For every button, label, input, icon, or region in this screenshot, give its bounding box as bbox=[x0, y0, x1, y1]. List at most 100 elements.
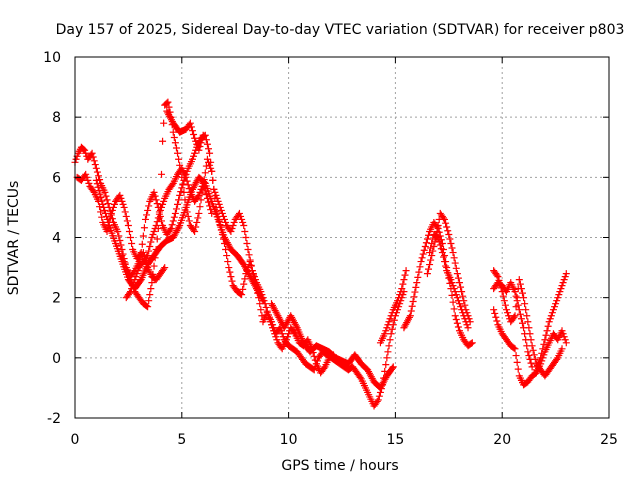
data-point bbox=[82, 149, 90, 157]
data-point bbox=[102, 192, 110, 200]
x-axis-ticks: 0 5 10 15 20 25 bbox=[71, 57, 618, 448]
data-point bbox=[150, 188, 158, 196]
data-point bbox=[152, 196, 160, 204]
data-point bbox=[418, 254, 426, 262]
data-point bbox=[159, 200, 167, 208]
data-point bbox=[121, 208, 129, 216]
data-point bbox=[394, 297, 402, 305]
data-point bbox=[229, 221, 237, 229]
data-point bbox=[156, 206, 164, 214]
data-point bbox=[172, 205, 180, 213]
data-point bbox=[416, 263, 424, 271]
data-point bbox=[453, 294, 461, 302]
data-point bbox=[530, 351, 538, 359]
data-point bbox=[434, 234, 442, 241]
data-point bbox=[526, 355, 534, 363]
data-point bbox=[202, 162, 210, 170]
data-point bbox=[515, 276, 523, 284]
data-point bbox=[182, 173, 190, 181]
data-point bbox=[356, 373, 364, 381]
data-point bbox=[375, 392, 383, 400]
data-point bbox=[268, 321, 276, 329]
data-point bbox=[271, 330, 279, 338]
data-point bbox=[532, 366, 540, 374]
data-point bbox=[119, 255, 127, 263]
data-points bbox=[71, 98, 570, 410]
data-point bbox=[153, 218, 161, 226]
data-point bbox=[388, 364, 396, 372]
data-point bbox=[175, 196, 183, 204]
data-point bbox=[92, 176, 100, 184]
data-point bbox=[160, 265, 168, 273]
data-point bbox=[527, 359, 535, 367]
data-point bbox=[398, 285, 406, 293]
data-point bbox=[237, 212, 245, 220]
data-point bbox=[148, 279, 156, 287]
data-point bbox=[258, 295, 266, 303]
data-point bbox=[282, 336, 290, 344]
data-point bbox=[85, 179, 93, 187]
data-point bbox=[494, 273, 502, 281]
data-point bbox=[523, 312, 531, 320]
data-point bbox=[442, 262, 450, 270]
data-point bbox=[551, 303, 559, 311]
data-point bbox=[192, 137, 200, 145]
data-point bbox=[102, 212, 110, 220]
data-point bbox=[547, 312, 555, 320]
data-point bbox=[540, 340, 548, 348]
data-point bbox=[196, 203, 204, 211]
data-point bbox=[164, 98, 172, 106]
data-point bbox=[195, 209, 203, 217]
data-point bbox=[409, 298, 417, 306]
data-point bbox=[384, 321, 392, 329]
data-point bbox=[419, 250, 427, 258]
data-point bbox=[206, 202, 214, 210]
data-point bbox=[562, 270, 570, 278]
data-point bbox=[183, 177, 191, 185]
data-point bbox=[514, 365, 522, 373]
data-point bbox=[117, 194, 125, 202]
data-point bbox=[153, 200, 161, 208]
data-point bbox=[553, 355, 561, 363]
data-point bbox=[505, 312, 513, 320]
data-point bbox=[500, 297, 508, 305]
data-point bbox=[197, 139, 205, 147]
data-point bbox=[382, 327, 390, 335]
data-point bbox=[464, 324, 472, 332]
data-point bbox=[140, 252, 148, 260]
data-point bbox=[552, 300, 560, 308]
data-point bbox=[153, 235, 161, 243]
data-point bbox=[458, 306, 466, 314]
data-point bbox=[185, 217, 193, 225]
data-point bbox=[381, 330, 389, 338]
x-tick-label: 0 bbox=[71, 432, 80, 448]
data-point bbox=[512, 292, 520, 300]
data-point bbox=[146, 291, 154, 299]
data-point bbox=[160, 119, 168, 127]
data-point bbox=[89, 187, 97, 195]
data-point bbox=[96, 176, 104, 184]
data-point bbox=[90, 157, 98, 165]
data-point bbox=[258, 312, 266, 320]
data-point bbox=[414, 273, 422, 281]
data-point bbox=[171, 209, 179, 217]
data-point bbox=[138, 240, 146, 248]
data-point bbox=[544, 322, 552, 330]
data-point bbox=[224, 258, 232, 266]
y-tick-label: 8 bbox=[52, 110, 61, 126]
data-point bbox=[203, 140, 211, 148]
data-point bbox=[452, 315, 460, 323]
data-point bbox=[523, 342, 531, 350]
data-point bbox=[152, 221, 160, 229]
data-point bbox=[122, 212, 130, 220]
data-point bbox=[211, 188, 219, 196]
y-tick-label: 4 bbox=[52, 231, 61, 247]
data-point bbox=[441, 215, 449, 223]
data-point bbox=[169, 128, 177, 136]
data-point bbox=[381, 367, 389, 375]
data-point bbox=[222, 218, 230, 226]
data-point bbox=[81, 146, 89, 154]
data-point bbox=[101, 206, 109, 214]
data-point bbox=[311, 356, 319, 364]
data-point bbox=[225, 264, 233, 272]
